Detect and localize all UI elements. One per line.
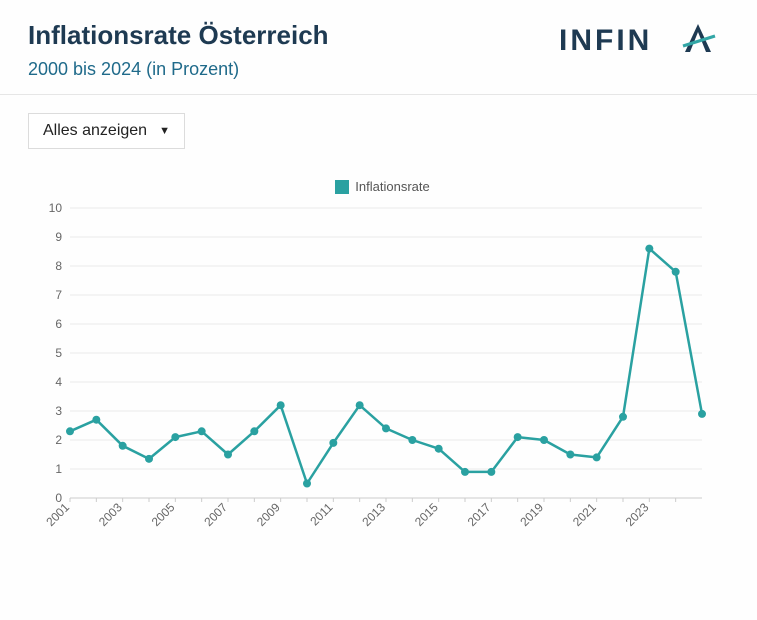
svg-text:6: 6 [55,317,62,331]
infina-logo-svg: INFIN [559,20,729,60]
svg-text:2017: 2017 [465,500,494,529]
data-point[interactable] [198,427,206,435]
chart-container: Inflationsrate 0123456789102001200320052… [0,155,757,570]
svg-text:2001: 2001 [43,500,72,529]
svg-text:2015: 2015 [412,500,441,529]
svg-text:2013: 2013 [359,500,388,529]
data-point[interactable] [514,433,522,441]
svg-text:10: 10 [49,201,63,215]
data-point[interactable] [435,445,443,453]
data-point[interactable] [382,424,390,432]
chevron-down-icon: ▼ [159,125,170,137]
legend-label: Inflationsrate [355,179,429,194]
controls-bar: Alles anzeigen ▼ [0,95,757,155]
svg-text:2011: 2011 [307,500,335,528]
svg-text:2019: 2019 [517,500,546,529]
data-point[interactable] [250,427,258,435]
data-point[interactable] [303,480,311,488]
data-point[interactable] [619,413,627,421]
svg-text:2005: 2005 [149,500,178,529]
svg-text:9: 9 [55,230,62,244]
chart-legend[interactable]: Inflationsrate [36,179,729,194]
svg-text:3: 3 [55,404,62,418]
data-point[interactable] [145,455,153,463]
series-filter-dropdown[interactable]: Alles anzeigen ▼ [28,113,185,149]
svg-text:1: 1 [55,462,62,476]
line-chart[interactable]: 0123456789102001200320052007200920112013… [36,200,716,560]
data-point[interactable] [645,245,653,253]
svg-text:2007: 2007 [201,500,230,529]
svg-text:2021: 2021 [570,500,599,529]
svg-text:2003: 2003 [96,500,125,529]
data-point[interactable] [540,436,548,444]
data-point[interactable] [698,410,706,418]
svg-text:2023: 2023 [623,500,652,529]
svg-text:8: 8 [55,259,62,273]
data-point[interactable] [593,453,601,461]
data-point[interactable] [461,468,469,476]
data-point[interactable] [356,401,364,409]
data-point[interactable] [92,416,100,424]
data-point[interactable] [277,401,285,409]
page-title: Inflationsrate Österreich [28,20,329,51]
header: Inflationsrate Österreich 2000 bis 2024 … [0,0,757,95]
brand-logo: INFIN [559,20,729,60]
svg-text:2009: 2009 [254,500,283,529]
svg-text:2: 2 [55,433,62,447]
data-point[interactable] [224,451,232,459]
svg-text:5: 5 [55,346,62,360]
data-point[interactable] [566,451,574,459]
data-point[interactable] [487,468,495,476]
svg-text:7: 7 [55,288,62,302]
data-point[interactable] [408,436,416,444]
data-point[interactable] [119,442,127,450]
svg-text:4: 4 [55,375,62,389]
svg-text:INFIN: INFIN [559,24,652,57]
data-point[interactable] [66,427,74,435]
data-point[interactable] [171,433,179,441]
page-subtitle: 2000 bis 2024 (in Prozent) [28,59,329,80]
dropdown-selected-label: Alles anzeigen [43,122,147,140]
data-point[interactable] [672,268,680,276]
data-point[interactable] [329,439,337,447]
legend-swatch [335,180,349,194]
title-block: Inflationsrate Österreich 2000 bis 2024 … [28,20,329,80]
